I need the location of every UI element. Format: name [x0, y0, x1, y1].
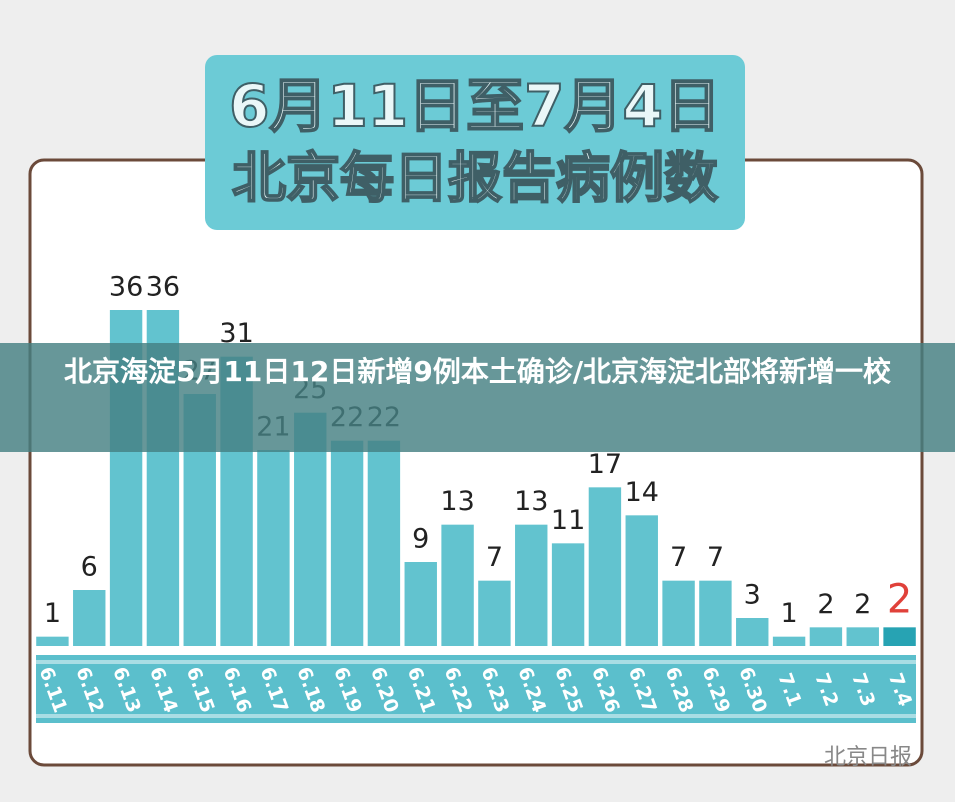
value-label: 36	[146, 272, 180, 303]
bar	[36, 636, 69, 646]
bar	[772, 636, 806, 646]
bar	[73, 590, 106, 646]
value-label: 7	[486, 542, 503, 573]
strip-line	[36, 714, 916, 718]
bar	[736, 618, 769, 646]
bar	[809, 627, 843, 646]
bar	[588, 487, 622, 646]
banner-text: 北京海淀5月11日12日新增9例本土确诊/北京海淀北部将新增一校	[63, 355, 892, 388]
value-label: 11	[551, 505, 585, 536]
value-label: 17	[588, 449, 622, 480]
category-strip	[36, 655, 916, 723]
bar	[883, 627, 916, 646]
value-label: 2	[817, 589, 834, 620]
value-label: 2	[887, 576, 912, 622]
bar	[330, 440, 364, 646]
title-box	[205, 55, 745, 230]
banner-box: 北京海淀5月11日12日新增9例本土确诊/北京海淀北部将新增一校	[63, 355, 892, 388]
bar	[441, 524, 474, 646]
strip-line	[36, 660, 916, 664]
value-label: 7	[670, 542, 687, 573]
bar	[257, 450, 290, 646]
chart-subtitle: 北京每日报告病例数	[232, 147, 718, 210]
value-label: 3	[744, 580, 761, 611]
value-label: 7	[707, 542, 724, 573]
bar	[551, 543, 585, 646]
bar	[515, 524, 548, 646]
value-label: 14	[625, 477, 659, 508]
bar	[846, 627, 879, 646]
value-label: 6	[81, 552, 98, 583]
bar	[662, 580, 695, 646]
banner	[0, 343, 955, 452]
chart-title: 6月11日至7月4日	[229, 72, 721, 140]
bar	[699, 580, 732, 646]
value-label: 1	[44, 598, 61, 629]
value-label: 13	[440, 486, 474, 517]
bar	[404, 562, 437, 646]
value-label: 9	[412, 524, 429, 555]
value-label: 2	[854, 589, 871, 620]
value-label: 36	[109, 272, 143, 303]
value-label: 13	[514, 486, 548, 517]
bar	[478, 580, 511, 646]
value-label: 1	[780, 598, 797, 629]
bar	[625, 515, 658, 646]
bar	[367, 440, 401, 646]
watermark: 北京日报	[824, 745, 912, 770]
